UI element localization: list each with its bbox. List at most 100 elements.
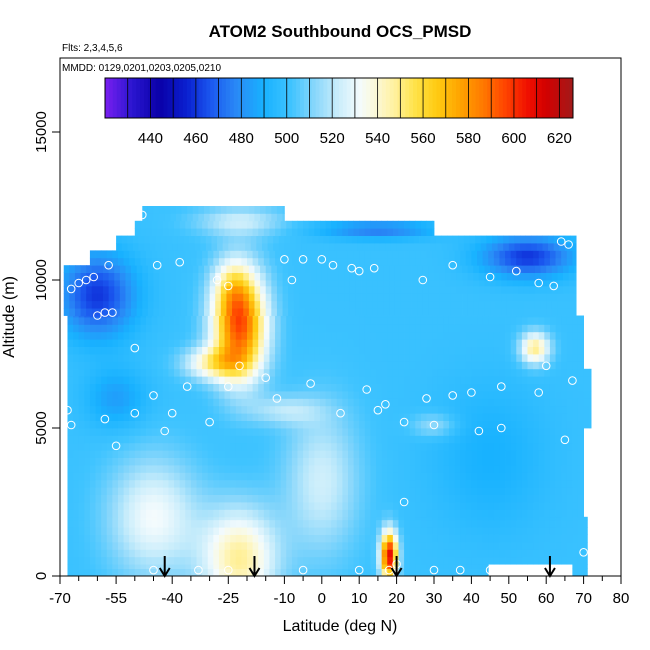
heatmap-cell — [331, 398, 338, 407]
heatmap-cell — [218, 368, 225, 377]
heatmap-cell — [325, 383, 332, 392]
heatmap-cell — [415, 383, 422, 392]
heatmap-cell — [533, 331, 540, 340]
heatmap-cell — [280, 564, 287, 569]
heatmap-cell — [325, 250, 332, 259]
heatmap-cell — [589, 413, 592, 421]
heatmap-cell — [269, 398, 276, 407]
heatmap-cell — [293, 300, 300, 309]
heatmap-cell — [196, 317, 203, 325]
heatmap-cell — [159, 280, 166, 287]
heatmap-cell — [146, 220, 153, 229]
heatmap-cell — [392, 383, 399, 392]
heatmap-cell — [230, 549, 237, 558]
heatmap-cell — [534, 293, 541, 302]
heatmap-cell — [67, 494, 74, 503]
heatmap-cell — [342, 556, 349, 565]
heatmap-cell — [230, 564, 237, 569]
heatmap-cell — [420, 376, 427, 384]
heatmap-cell — [200, 235, 207, 244]
heatmap-cell — [493, 502, 500, 510]
heatmap-cell — [291, 494, 298, 503]
heatmap-cell — [577, 541, 584, 550]
heatmap-cell — [370, 534, 377, 543]
heatmap-cell — [162, 428, 169, 436]
heatmap-cell — [291, 549, 298, 558]
heatmap-cell — [235, 519, 242, 528]
heatmap-cell — [103, 300, 110, 309]
heatmap-cell — [230, 420, 237, 429]
heatmap-cell — [561, 331, 568, 340]
heatmap-cell — [209, 280, 216, 287]
heatmap-cell — [583, 556, 588, 565]
heatmap-cell — [452, 235, 459, 244]
heatmap-cell — [566, 457, 573, 466]
heatmap-cell — [381, 413, 388, 421]
heatmap-cell — [89, 519, 96, 528]
heatmap-cell — [577, 413, 584, 421]
heatmap-cell — [477, 315, 484, 318]
heatmap-cell — [263, 383, 270, 392]
heatmap-cell — [183, 235, 190, 244]
heatmap-cell — [168, 465, 175, 473]
heatmap-cell — [280, 220, 287, 229]
heatmap-cell — [84, 368, 91, 377]
heatmap-cell — [235, 442, 242, 451]
heatmap-cell — [263, 442, 270, 451]
heatmap-cell — [252, 346, 259, 355]
heatmap-cell — [544, 420, 551, 429]
heatmap-cell — [280, 494, 287, 503]
colorbar-swatch — [253, 78, 258, 118]
heatmap-cell — [275, 368, 282, 377]
heatmap-cell — [467, 280, 474, 287]
heatmap-cell — [73, 541, 80, 550]
heatmap-cell — [106, 317, 113, 325]
heatmap-cell — [241, 442, 248, 451]
heatmap-cell — [448, 541, 455, 550]
heatmap-cell — [84, 568, 91, 576]
heatmap-cell — [426, 376, 433, 384]
heatmap-cell — [170, 206, 177, 214]
heatmap-cell — [473, 265, 480, 273]
heatmap-cell — [331, 315, 338, 318]
heatmap-cell — [555, 450, 562, 458]
heatmap-cell — [303, 413, 310, 421]
heatmap-cell — [256, 235, 263, 244]
heatmap-cell — [67, 435, 74, 444]
heatmap-cell — [140, 564, 147, 569]
heatmap-cell — [252, 541, 259, 550]
heatmap-cell — [392, 391, 399, 399]
heatmap-cell — [190, 383, 197, 392]
heatmap-cell — [353, 509, 360, 518]
heatmap-cell — [91, 285, 98, 294]
heatmap-cell — [432, 534, 439, 543]
heatmap-cell — [293, 265, 300, 273]
heatmap-cell — [460, 339, 467, 347]
heatmap-cell — [162, 564, 169, 569]
heatmap-cell — [319, 568, 326, 576]
heatmap-cell — [555, 346, 562, 355]
heatmap-cell — [196, 541, 203, 550]
heatmap-cell — [190, 361, 197, 370]
heatmap-cell — [561, 413, 568, 421]
heatmap-cell — [275, 549, 282, 558]
sample-point-marker — [306, 379, 315, 388]
heatmap-cell — [409, 376, 416, 384]
heatmap-cell — [482, 450, 489, 458]
heatmap-cell — [286, 487, 293, 495]
heatmap-cell — [252, 250, 259, 259]
heatmap-cell — [73, 435, 80, 444]
heatmap-cell — [538, 519, 545, 528]
heatmap-cell — [443, 465, 450, 473]
colorbar-swatch — [179, 78, 184, 118]
heatmap-cell — [437, 516, 444, 521]
heatmap-cell — [577, 450, 584, 458]
heatmap-cell — [404, 361, 411, 370]
colorbar-swatch — [307, 78, 313, 118]
heatmap-cell — [151, 527, 158, 535]
heatmap-cell — [325, 450, 332, 458]
heatmap-cell — [566, 519, 573, 528]
heatmap-cell — [157, 339, 164, 347]
heatmap-cell — [516, 376, 523, 384]
heatmap-cell — [465, 376, 472, 384]
